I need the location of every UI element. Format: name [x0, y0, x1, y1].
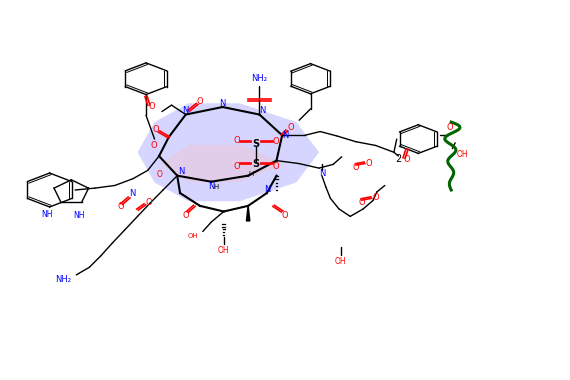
Text: N: N — [178, 168, 184, 176]
Polygon shape — [246, 206, 250, 221]
Text: N: N — [319, 168, 325, 177]
Text: NH: NH — [41, 210, 52, 219]
Text: O: O — [272, 162, 279, 171]
Text: OH: OH — [188, 233, 198, 239]
Text: NH₂: NH₂ — [251, 74, 267, 83]
Text: O: O — [353, 163, 359, 172]
Text: O: O — [145, 198, 152, 207]
Text: O: O — [234, 136, 240, 146]
Polygon shape — [160, 145, 285, 182]
Text: O: O — [148, 102, 155, 111]
Text: H: H — [249, 171, 254, 177]
Text: O: O — [197, 97, 203, 106]
Text: 2: 2 — [396, 154, 402, 164]
Text: O: O — [150, 141, 157, 150]
Text: O: O — [182, 211, 189, 220]
Text: O: O — [117, 203, 124, 212]
Text: N: N — [208, 182, 214, 191]
Text: N: N — [264, 185, 270, 194]
Polygon shape — [137, 103, 319, 201]
Text: O: O — [446, 123, 453, 132]
Text: O: O — [234, 162, 240, 171]
Text: N: N — [182, 106, 189, 115]
Text: OH: OH — [218, 246, 230, 255]
Text: O: O — [365, 159, 372, 168]
Text: O: O — [359, 198, 365, 207]
Text: O: O — [372, 193, 379, 202]
Text: N: N — [219, 99, 226, 108]
Text: OH: OH — [335, 257, 347, 266]
Text: NH₂: NH₂ — [55, 275, 71, 284]
Text: N: N — [129, 189, 135, 198]
Text: N: N — [282, 131, 288, 140]
Text: O: O — [282, 211, 288, 220]
Text: O: O — [272, 137, 279, 146]
Text: S: S — [252, 158, 259, 169]
Text: O: O — [404, 155, 410, 164]
Text: OH: OH — [456, 150, 468, 159]
Text: S: S — [252, 139, 259, 149]
Text: H: H — [213, 184, 218, 190]
Text: O: O — [156, 170, 162, 179]
Text: O: O — [152, 125, 159, 134]
Text: N: N — [259, 106, 266, 115]
Text: O: O — [287, 123, 294, 132]
Text: NH: NH — [74, 211, 85, 220]
